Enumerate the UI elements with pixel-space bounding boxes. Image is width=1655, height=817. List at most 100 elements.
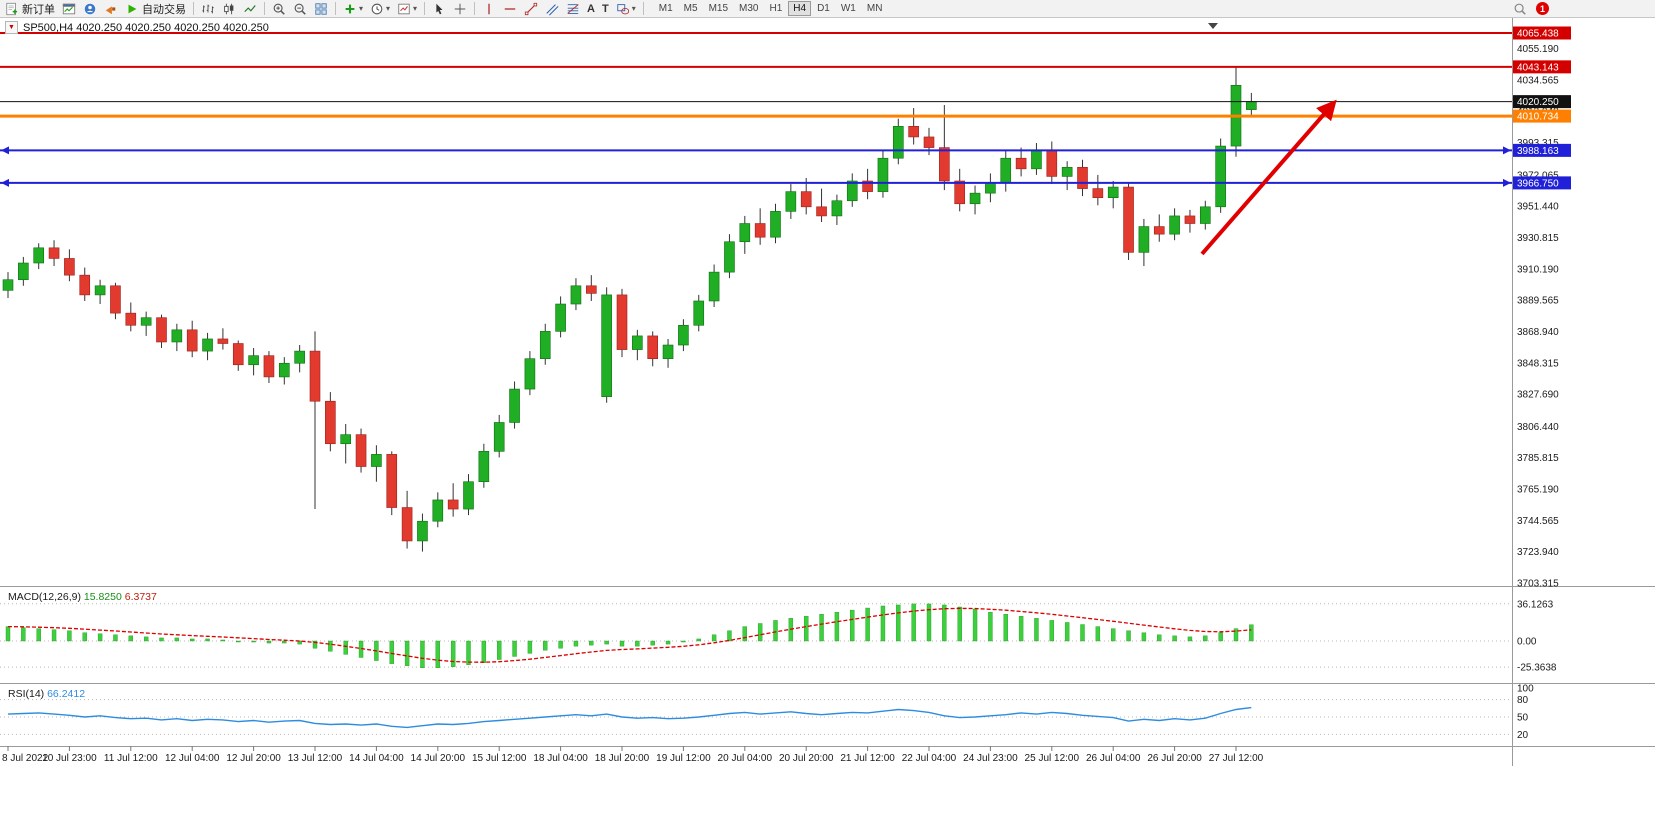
macd-histogram-bar bbox=[711, 634, 717, 642]
timeframe-button-M5[interactable]: M5 bbox=[679, 1, 703, 16]
zoom-in-button[interactable] bbox=[269, 1, 289, 17]
candle bbox=[294, 350, 305, 364]
indicators-button[interactable]: ▾ bbox=[340, 1, 366, 17]
svg-text:3848.315: 3848.315 bbox=[1517, 358, 1559, 369]
macd-histogram-bar bbox=[497, 640, 502, 660]
tile-windows-button[interactable] bbox=[311, 1, 331, 17]
crosshair-icon bbox=[453, 2, 467, 16]
macd-histogram-bar bbox=[1157, 634, 1162, 642]
timeframe-button-W1[interactable]: W1 bbox=[836, 1, 861, 16]
candle bbox=[785, 191, 797, 212]
candle bbox=[64, 258, 75, 276]
chart-shift-marker[interactable] bbox=[1208, 23, 1218, 29]
zoom-out-icon bbox=[293, 2, 307, 16]
svg-text:3827.690: 3827.690 bbox=[1517, 390, 1559, 401]
vertical-line-button[interactable] bbox=[479, 1, 499, 17]
svg-text:3889.565: 3889.565 bbox=[1517, 296, 1559, 307]
text-tool-button[interactable]: A bbox=[584, 1, 598, 17]
timeframe-button-MN[interactable]: MN bbox=[862, 1, 888, 16]
candlestick-chart-button[interactable] bbox=[219, 1, 239, 17]
candle bbox=[355, 434, 367, 467]
macd-histogram-bar bbox=[435, 640, 440, 668]
chevron-down-icon: ▾ bbox=[631, 4, 636, 13]
price-axis: 4055.1904034.5654013.9403993.3153972.065… bbox=[1517, 44, 1559, 589]
label-tool-button[interactable]: T bbox=[599, 1, 612, 17]
svg-text:4055.190: 4055.190 bbox=[1517, 44, 1559, 55]
price-chart-canvas[interactable]: 4055.1904034.5654013.9403993.3153972.065… bbox=[0, 18, 1655, 817]
timeframe-button-H1[interactable]: H1 bbox=[764, 1, 787, 16]
candle bbox=[954, 180, 966, 205]
chevron-down-icon: ▾ bbox=[413, 4, 418, 13]
macd-histogram-bar bbox=[1203, 635, 1208, 642]
svg-text:8 Jul 2022: 8 Jul 2022 bbox=[2, 753, 49, 764]
timeframe-button-H4[interactable]: H4 bbox=[788, 1, 812, 16]
macd-histogram-bar bbox=[1018, 616, 1024, 642]
macd-histogram-bar bbox=[266, 640, 272, 644]
trendline-button[interactable] bbox=[521, 1, 541, 17]
macd-histogram-bar bbox=[128, 635, 134, 642]
macd-histogram-bar bbox=[619, 640, 625, 647]
new-order-button[interactable]: 新订单 bbox=[2, 1, 58, 17]
svg-text:3910.190: 3910.190 bbox=[1517, 264, 1559, 275]
candle bbox=[739, 223, 751, 243]
hline-3988.163[interactable] bbox=[0, 146, 1512, 155]
cursor-icon bbox=[432, 2, 446, 16]
templates-button[interactable]: ▾ bbox=[394, 1, 420, 17]
timeframe-button-M1[interactable]: M1 bbox=[654, 1, 678, 16]
macd-histogram-bar bbox=[189, 638, 195, 642]
svg-text:26 Jul 20:00: 26 Jul 20:00 bbox=[1147, 753, 1202, 764]
crosshair-button[interactable] bbox=[450, 1, 470, 17]
hline-3966.750[interactable] bbox=[0, 178, 1512, 187]
bar-chart-button[interactable] bbox=[198, 1, 218, 17]
macd-histogram-bar bbox=[1172, 635, 1177, 642]
macd-histogram-bar bbox=[113, 634, 118, 642]
one-click-trading-toggle[interactable]: ▼ bbox=[5, 21, 18, 34]
tile-windows-icon bbox=[314, 2, 328, 16]
add-indicator-icon bbox=[343, 2, 357, 16]
macd-histogram-bar bbox=[450, 640, 456, 667]
macd-histogram-bar bbox=[1003, 614, 1008, 642]
macd-histogram-bar bbox=[36, 628, 41, 642]
line-chart-button[interactable] bbox=[240, 1, 260, 17]
zoom-out-button[interactable] bbox=[290, 1, 310, 17]
periods-button[interactable]: ▾ bbox=[367, 1, 393, 17]
candle bbox=[371, 454, 382, 467]
candle bbox=[478, 451, 490, 483]
macd-histogram-bar bbox=[312, 640, 318, 649]
shapes-button[interactable]: ▾ bbox=[613, 1, 639, 17]
svg-text:19 Jul 12:00: 19 Jul 12:00 bbox=[656, 753, 711, 764]
autotrading-button[interactable]: 自动交易 bbox=[122, 1, 189, 17]
new-order-label: 新订单 bbox=[22, 3, 55, 16]
macd-histogram-bar bbox=[1249, 624, 1254, 642]
macd-histogram-bar bbox=[1126, 630, 1131, 642]
candlesticks bbox=[2, 66, 1257, 552]
toolbar: 新订单 自动交易 ▾ ▾ ▾ A T ▾ M1 M5 M15 M30 H1 H4 D1 W1 M… bbox=[0, 0, 1655, 18]
equidistant-channel-button[interactable] bbox=[542, 1, 562, 17]
candle bbox=[2, 279, 14, 291]
macd-histogram-bar bbox=[82, 632, 87, 642]
svg-text:3744.565: 3744.565 bbox=[1517, 516, 1559, 527]
community-button[interactable] bbox=[80, 1, 100, 17]
macd-histogram-bar bbox=[573, 640, 579, 647]
svg-text:20 Jul 04:00: 20 Jul 04:00 bbox=[718, 753, 773, 764]
notification-badge[interactable]: 1 bbox=[1536, 2, 1549, 15]
candle bbox=[632, 335, 643, 350]
timeframe-button-M15[interactable]: M15 bbox=[704, 1, 733, 16]
macd-signal-line bbox=[7, 607, 1252, 663]
timeframe-button-D1[interactable]: D1 bbox=[812, 1, 835, 16]
trend-arrow-annotation[interactable] bbox=[1200, 99, 1337, 256]
candle bbox=[509, 388, 520, 423]
candle bbox=[447, 499, 459, 510]
timeframe-button-M30[interactable]: M30 bbox=[734, 1, 763, 16]
cursor-button[interactable] bbox=[429, 1, 449, 17]
candle bbox=[1153, 226, 1165, 235]
fibonacci-button[interactable] bbox=[563, 1, 583, 17]
search-button[interactable] bbox=[1510, 1, 1530, 17]
news-button[interactable] bbox=[101, 1, 121, 17]
chart-window-button[interactable] bbox=[59, 1, 79, 17]
candle bbox=[1123, 186, 1134, 253]
svg-text:3930.815: 3930.815 bbox=[1517, 233, 1559, 244]
horizontal-line-button[interactable] bbox=[500, 1, 520, 17]
candle bbox=[325, 400, 336, 445]
